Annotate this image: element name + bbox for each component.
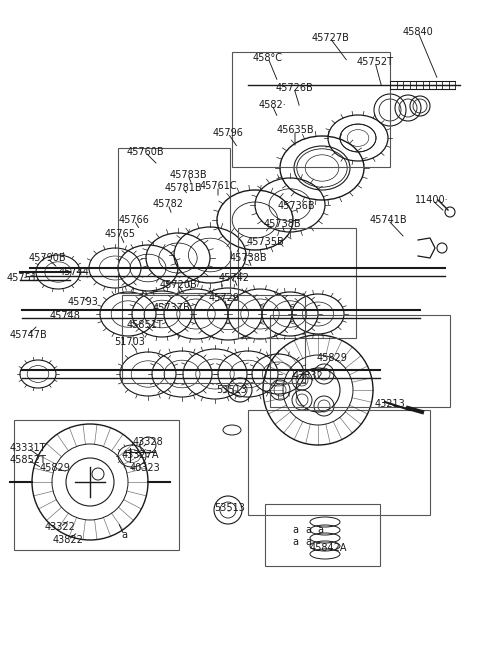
Text: 45742: 45742	[218, 273, 250, 283]
Text: 43213: 43213	[374, 399, 406, 409]
Bar	[118, 148, 230, 293]
Text: 45747B: 45747B	[9, 330, 47, 340]
Text: 43322: 43322	[45, 522, 75, 532]
Text: 45748: 45748	[49, 311, 81, 321]
Text: 45852T: 45852T	[10, 455, 47, 465]
Text: 4582·: 4582·	[258, 100, 286, 110]
Text: 45744: 45744	[59, 267, 89, 277]
Text: 45635B: 45635B	[276, 125, 314, 135]
Bar	[270, 315, 450, 407]
Text: 11400·: 11400·	[415, 195, 449, 205]
Text: 458°C: 458°C	[253, 53, 283, 63]
Text: 43822: 43822	[53, 535, 84, 545]
Text: 45851T: 45851T	[127, 320, 163, 330]
Text: 45760B: 45760B	[126, 147, 164, 157]
Text: a: a	[121, 530, 127, 540]
Bar	[265, 504, 380, 566]
Text: 43331T: 43331T	[10, 443, 46, 453]
Text: a: a	[305, 537, 311, 547]
Text: 45793: 45793	[68, 297, 98, 307]
Text: 45829: 45829	[317, 353, 348, 363]
Text: 45790B: 45790B	[28, 253, 66, 263]
Text: 45729: 45729	[208, 293, 240, 303]
Text: 45829: 45829	[39, 463, 71, 473]
Text: 45796: 45796	[213, 128, 243, 138]
Text: 45766: 45766	[119, 215, 149, 225]
Text: 45736B: 45736B	[277, 201, 315, 211]
Text: 45737B: 45737B	[152, 303, 190, 313]
Text: 45720B: 45720B	[159, 280, 197, 290]
Bar	[238, 228, 356, 338]
Text: 45738B: 45738B	[229, 253, 267, 263]
Text: a: a	[292, 537, 298, 547]
Text: 45735B: 45735B	[246, 237, 284, 247]
Text: 45752T: 45752T	[357, 57, 394, 67]
Text: 45782: 45782	[153, 199, 183, 209]
Bar	[248, 410, 430, 515]
Text: 45751: 45751	[7, 273, 37, 283]
Bar	[122, 295, 305, 383]
Text: 45738B: 45738B	[263, 219, 301, 229]
Text: 43327A: 43327A	[121, 450, 159, 460]
Text: 45761C: 45761C	[199, 181, 237, 191]
Text: 53513: 53513	[215, 503, 245, 513]
Text: 45741B: 45741B	[369, 215, 407, 225]
Text: 45781B: 45781B	[164, 183, 202, 193]
Text: 40323: 40323	[130, 463, 160, 473]
Text: 51703: 51703	[115, 337, 145, 347]
Text: 45783B: 45783B	[169, 170, 207, 180]
Text: 43332: 43332	[293, 371, 324, 381]
Text: a: a	[317, 525, 323, 535]
Bar	[14, 420, 179, 550]
Text: 45765: 45765	[105, 229, 135, 239]
Text: 45840: 45840	[403, 27, 433, 37]
Text: 43328: 43328	[132, 437, 163, 447]
Text: 45726B: 45726B	[275, 83, 313, 93]
Text: a: a	[292, 525, 298, 535]
Text: 53513: 53513	[216, 385, 247, 395]
Text: a: a	[305, 525, 311, 535]
Text: 45842A: 45842A	[309, 543, 347, 553]
Bar	[232, 52, 390, 167]
Text: 45727B: 45727B	[311, 33, 349, 43]
